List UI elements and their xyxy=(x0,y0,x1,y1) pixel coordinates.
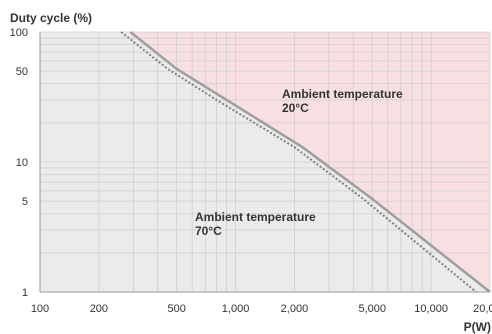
x-tick-labels: 100 200 500 1,000 2,000 5,000 10,000 20,000 xyxy=(31,303,492,315)
y-tick-label: 1 xyxy=(22,287,28,299)
annotation-70c: Ambient temperature 70°C xyxy=(195,210,319,238)
chart-series xyxy=(120,31,491,293)
region-upper xyxy=(130,32,490,292)
annotation-20c-line1: Ambient temperature xyxy=(282,87,403,101)
y-axis-title: Duty cycle (%) xyxy=(10,11,92,25)
annotation-70c-line1: Ambient temperature xyxy=(195,210,316,224)
x-axis-title: P(W) xyxy=(464,320,491,334)
x-tick-label: 200 xyxy=(90,303,108,315)
y-tick-label: 10 xyxy=(16,157,28,169)
x-tick-label: 500 xyxy=(168,303,186,315)
x-tick-label: 1,000 xyxy=(222,303,250,315)
x-tick-label: 100 xyxy=(31,303,49,315)
y-tick-label: 50 xyxy=(16,66,28,78)
x-tick-label: 5,000 xyxy=(358,303,386,315)
series-line-1 xyxy=(120,31,477,293)
annotation-20c-line2: 20°C xyxy=(282,101,309,115)
chart-gridlines xyxy=(39,31,491,293)
y-tick-labels: 1 5 10 50 100 xyxy=(10,27,28,299)
annotation-70c-line2: 70°C xyxy=(195,224,222,238)
series-line-0 xyxy=(129,31,491,293)
y-tick-label: 100 xyxy=(10,27,28,39)
x-tick-label: 2,000 xyxy=(281,303,309,315)
x-tick-label: 10,000 xyxy=(414,303,448,315)
x-tick-label: 20,000 xyxy=(473,303,492,315)
annotation-20c: Ambient temperature 20°C xyxy=(282,87,406,115)
y-tick-label: 5 xyxy=(22,196,28,208)
